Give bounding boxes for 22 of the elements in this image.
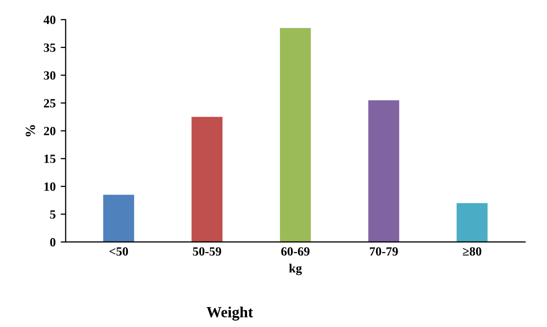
y-tick-label: 40 — [44, 16, 56, 24]
bar — [456, 203, 488, 242]
y-axis-title: % — [26, 125, 36, 136]
x-tick-label: <50 — [109, 247, 128, 256]
y-tick-label: 30 — [44, 71, 56, 80]
y-tick-label: 20 — [44, 126, 56, 136]
bar — [192, 116, 222, 242]
bar — [368, 100, 400, 242]
bar — [103, 194, 134, 242]
y-tick-label: 5 — [50, 210, 56, 219]
y-tick-label: 35 — [44, 43, 56, 52]
bar — [280, 28, 311, 242]
x-axis-title: kg — [289, 264, 302, 276]
x-tick-label: 70-79 — [370, 247, 398, 256]
text: Weight — [206, 306, 254, 321]
y-tick-label: 15 — [44, 154, 56, 164]
y-tick-label: 25 — [44, 99, 56, 108]
x-tick-label: 60-69 — [281, 247, 310, 256]
x-tick-label: ≥80 — [462, 247, 482, 256]
y-tick-label: 10 — [44, 182, 56, 191]
x-tick-label: 50-59 — [192, 247, 222, 256]
y-tick-label: 0 — [50, 238, 56, 246]
